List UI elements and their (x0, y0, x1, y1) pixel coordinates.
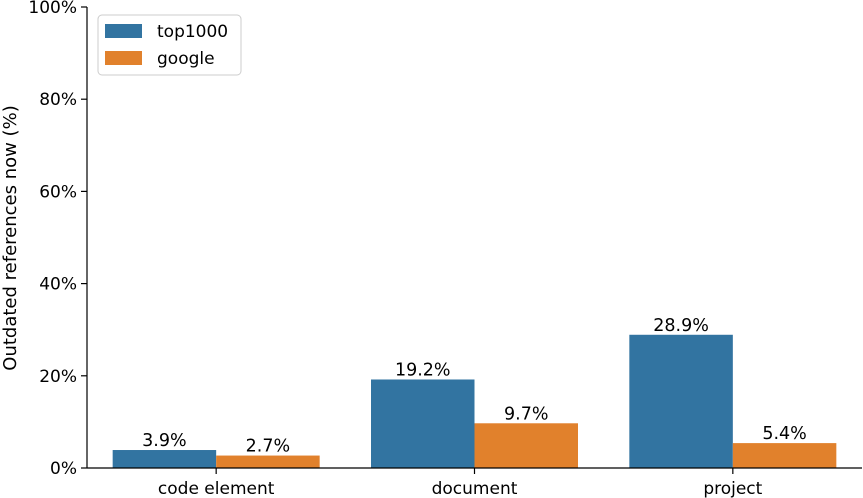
legend-swatch (105, 24, 142, 38)
data-label: 5.4% (762, 424, 806, 444)
data-label: 2.7% (246, 437, 290, 457)
data-label: 28.9% (653, 316, 709, 336)
y-tick-label: 0% (50, 459, 77, 479)
bars (112, 334, 837, 468)
x-tick-label: project (703, 479, 762, 498)
bar-top1000-code-element (112, 450, 217, 468)
y-tick-label: 60% (39, 182, 77, 202)
y-tick-label: 80% (39, 90, 77, 110)
bar-google-code-element (216, 455, 320, 468)
y-tick-label: 20% (39, 367, 77, 387)
legend: top1000 google (97, 14, 242, 76)
data-label: 9.7% (504, 404, 548, 424)
x-tick-label: document (432, 479, 518, 498)
x-tick-label: code element (158, 479, 275, 498)
legend-label: google (157, 49, 215, 69)
bar-google-project (732, 443, 837, 468)
data-label: 3.9% (142, 431, 186, 451)
y-tick-label: 100% (28, 0, 77, 18)
y-axis-title: Outdated references now (%) (0, 105, 21, 370)
x-axis-ticks: code element document project (158, 468, 763, 498)
bar-top1000-document (371, 379, 475, 468)
y-axis-ticks: 0% 20% 40% 60% 80% 100% (28, 0, 87, 479)
bar-top1000-project (629, 334, 733, 468)
y-tick-label: 40% (39, 275, 77, 295)
legend-swatch (105, 51, 142, 65)
bar-google-document (474, 423, 578, 468)
legend-label: top1000 (157, 22, 228, 42)
data-labels: 3.9% 2.7% 19.2% 9.7% 28.9% 5.4% (142, 316, 807, 457)
data-label: 19.2% (395, 360, 451, 380)
